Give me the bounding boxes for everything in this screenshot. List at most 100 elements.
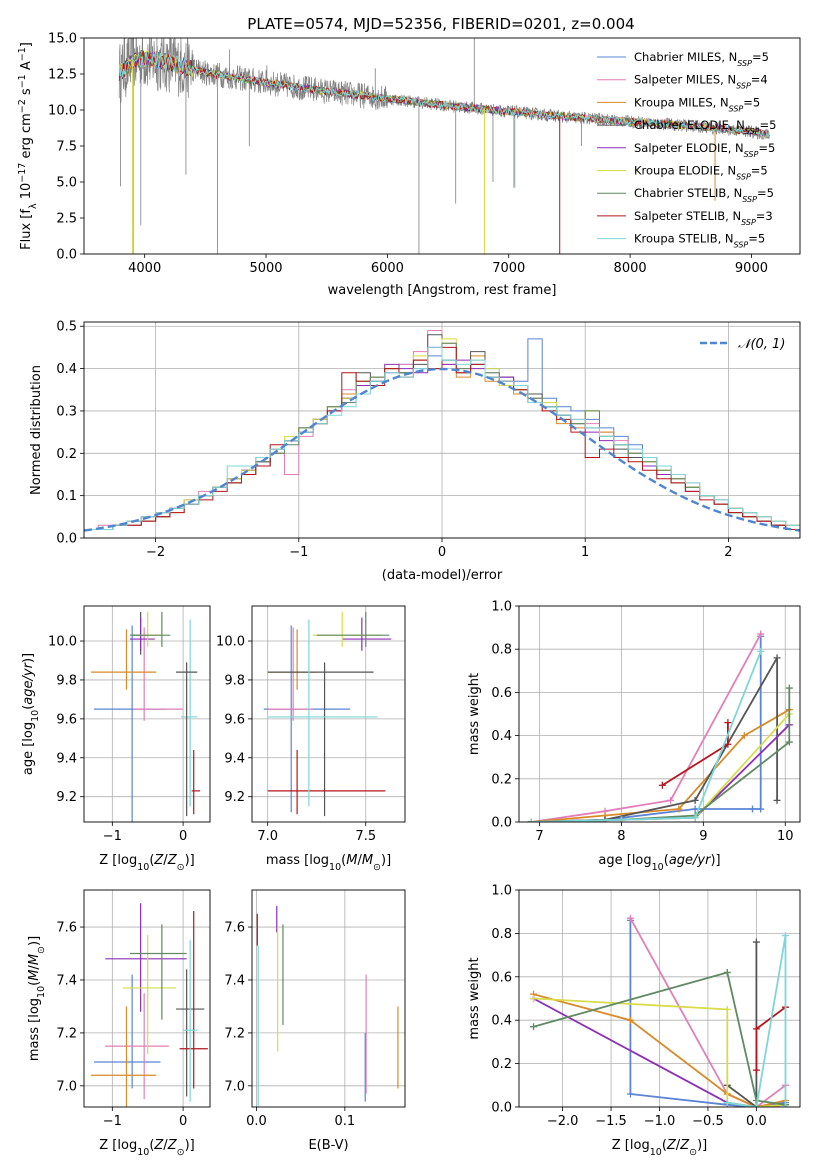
weight-marker-chabrier_miles	[626, 1090, 634, 1098]
legend-label-normal: 𝒩(0, 1)	[738, 337, 785, 352]
y-tick-label: 9.2	[56, 790, 77, 805]
weight-line-kroupa_miles	[531, 708, 790, 822]
y-axis-label: Flux [fλ 10−17 erg cm−2 s−1 A−1]	[17, 42, 39, 250]
mass_vs_Z-axes: −1 0 7.0 7.2 7.4 7.6	[56, 890, 210, 1129]
y-tick-label: 9.8	[224, 673, 245, 688]
y-tick-label: 10.0	[216, 635, 245, 650]
y-tick-label: 0.3	[56, 404, 77, 419]
weight-marker-chabrier_elodie	[773, 654, 781, 662]
weight-marker-chabrier_stelib	[785, 738, 793, 746]
age_vs_mass-plot-area	[263, 611, 392, 817]
weight-marker-kroupa_elodie	[530, 995, 538, 1002]
weight-marker-kroupa_miles	[675, 805, 683, 813]
y-tick-label: 0.0	[491, 1101, 512, 1116]
y-tick-label: 15.0	[48, 32, 77, 47]
x-tick-label: 6000	[371, 261, 404, 276]
x-tick-label: −1	[103, 829, 122, 844]
age_vs_Z-plot-area	[91, 611, 201, 822]
x-tick-label: −1	[289, 545, 308, 560]
weight-marker-kroupa_stelib	[757, 647, 765, 655]
weight_vs_age-frame	[518, 605, 801, 823]
weight-line-kroupa_stelib	[531, 651, 762, 822]
weight_vs_age-axes: 7 8 9 10 0.0 0.2 0.4 0.6 0.8 1.0	[491, 600, 800, 844]
weight-marker-kroupa_miles	[626, 1016, 634, 1024]
y-axis-label: mass [log10(M/M⊙)]	[27, 936, 47, 1061]
y-tick-label: 0.4	[56, 362, 77, 377]
x-axis-label: mass [log10(M/M⊙)]	[266, 853, 391, 873]
legend-label-salpeter_miles: Salpeter MILES, NSSP=4	[634, 73, 768, 91]
y-tick-label: 7.6	[224, 921, 245, 936]
x-tick-label: 0	[438, 545, 446, 560]
spectrum-plot-area	[118, 38, 771, 254]
weight-line-chabrier_stelib	[533, 971, 786, 1106]
y-tick-label: 0.6	[491, 970, 512, 985]
weight-marker-kroupa_miles	[740, 732, 748, 740]
y-tick-label: 0.2	[491, 772, 512, 787]
weight-marker-kroupa_stelib	[617, 816, 625, 822]
age_vs_Z-frame	[83, 605, 211, 823]
y-tick-label: 0.0	[491, 816, 512, 831]
weight-marker-chabrier_stelib	[530, 1023, 538, 1031]
y-tick-label: 10.0	[48, 635, 77, 650]
x-axis-label: age [log10(age/yr)]	[598, 853, 720, 873]
legend-label-kroupa_elodie: Kroupa ELODIE, NSSP=5	[634, 164, 768, 182]
mass_vs_ebv-axes: 0.0 0.1 7.0 7.2 7.4 7.6	[224, 890, 405, 1129]
weight_vs_age-plot-area	[527, 630, 793, 822]
x-tick-label: 9	[699, 829, 707, 844]
legend-label-chabrier_stelib: Chabrier STELIB, NSSP=5	[634, 186, 774, 204]
weight-marker-chabrier_miles	[748, 805, 756, 813]
y-tick-label: 7.4	[56, 973, 77, 988]
y-tick-label: 0.0	[56, 248, 77, 263]
residuals-plot-area	[84, 330, 800, 538]
weight_vs_Z-plot-area	[530, 914, 789, 1107]
y-tick-label: 9.2	[224, 790, 245, 805]
y-tick-label: 7.0	[224, 1079, 245, 1094]
y-tick-label: 5.0	[56, 176, 77, 191]
x-axis-label: Z [log10(Z/Z⊙)]	[99, 853, 194, 873]
x-axis-label: E(B-V)	[308, 1138, 348, 1153]
model-spectrum-kroupa_stelib	[118, 52, 770, 138]
y-tick-label: 9.6	[56, 712, 77, 727]
legend-label-chabrier_miles: Chabrier MILES, NSSP=5	[634, 50, 769, 68]
x-tick-label: 7.5	[355, 829, 376, 844]
weight-marker-salpeter_stelib	[752, 1025, 760, 1033]
y-tick-label: 0.5	[56, 320, 77, 335]
y-tick-label: 0.4	[491, 1014, 512, 1029]
weight-marker-salpeter_stelib	[724, 740, 732, 748]
x-tick-label: −1	[103, 1114, 122, 1129]
x-tick-label: 7.0	[257, 829, 278, 844]
x-tick-label: 0.0	[746, 1114, 767, 1129]
residuals-frame	[83, 321, 801, 539]
x-tick-label: 0	[179, 829, 187, 844]
x-tick-label: 2	[724, 545, 732, 560]
weight-marker-kroupa_stelib	[752, 1103, 760, 1107]
x-tick-label: 0.1	[335, 1114, 356, 1129]
y-tick-label: 0.2	[56, 447, 77, 462]
y-tick-label: 1.0	[491, 600, 512, 615]
x-tick-label: 9000	[735, 261, 768, 276]
y-tick-label: 7.6	[56, 921, 77, 936]
weight-marker-chabrier_miles	[757, 805, 765, 813]
y-tick-label: 7.4	[224, 973, 245, 988]
weight-marker-chabrier_elodie	[752, 938, 760, 946]
weight-marker-salpeter_stelib	[658, 781, 666, 789]
weight-marker-salpeter_miles	[626, 914, 634, 922]
y-tick-label: 0.8	[491, 927, 512, 942]
x-tick-label: 5000	[249, 261, 282, 276]
weight-line-chabrier_miles	[531, 636, 762, 822]
x-axis-label: Z [log10(Z/Z⊙)]	[612, 1138, 707, 1158]
legend-label-chabrier_elodie: Chabrier ELODIE, NSSP=5	[634, 118, 776, 136]
weight-line-salpeter_miles	[531, 633, 762, 822]
weight-marker-kroupa_elodie	[723, 1005, 731, 1013]
y-tick-label: 0.8	[491, 643, 512, 658]
weight-marker-kroupa_stelib	[723, 1099, 731, 1107]
y-tick-label: 0.2	[491, 1057, 512, 1072]
legend-label-salpeter_elodie: Salpeter ELODIE, NSSP=5	[634, 141, 775, 159]
normal-curve	[84, 367, 800, 532]
weight-line-kroupa_stelib	[727, 934, 787, 1107]
y-tick-label: 9.8	[56, 673, 77, 688]
x-tick-label: −0.5	[692, 1114, 724, 1129]
weight-marker-chabrier_elodie	[773, 796, 781, 804]
x-tick-label: 1	[581, 545, 589, 560]
